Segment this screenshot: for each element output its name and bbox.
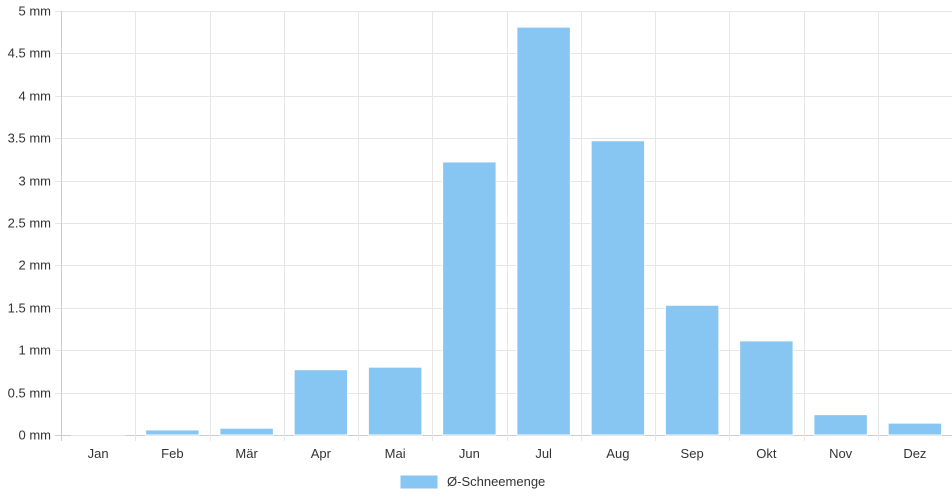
bar[interactable] (293, 369, 349, 436)
y-tick-label: 3.5 mm (8, 131, 51, 146)
y-tick-label: 1.5 mm (8, 301, 51, 316)
y-tick-label: 4 mm (19, 89, 52, 104)
bar[interactable] (739, 340, 794, 436)
x-tick-label: Sep (681, 446, 704, 461)
bar[interactable] (70, 433, 126, 436)
bar[interactable] (367, 366, 423, 436)
bar[interactable] (442, 161, 497, 436)
x-tick-label: Mär (235, 446, 258, 461)
y-tick-label: 3 mm (19, 174, 52, 189)
bar[interactable] (664, 304, 720, 436)
y-tick-label: 4.5 mm (8, 46, 51, 61)
grid-lines (55, 11, 952, 441)
bars (70, 26, 943, 436)
bar[interactable] (887, 422, 943, 436)
x-tick-label: Feb (161, 446, 183, 461)
y-tick-label: 1 mm (19, 343, 52, 358)
x-tick-label: Mai (385, 446, 406, 461)
legend[interactable]: Ø-Schneemenge (399, 474, 545, 490)
x-tick-label: Apr (311, 446, 332, 461)
x-tick-label: Jan (88, 446, 109, 461)
x-tick-label: Dez (903, 446, 926, 461)
x-tick-label: Nov (829, 446, 853, 461)
y-tick-label: 2 mm (19, 258, 52, 273)
y-tick-label: 0.5 mm (8, 386, 51, 401)
x-tick-label: Okt (756, 446, 777, 461)
bar[interactable] (145, 429, 200, 436)
x-tick-label: Jul (535, 446, 552, 461)
y-tick-label: 2.5 mm (8, 216, 51, 231)
bar[interactable] (219, 427, 274, 436)
y-tick-label: 0 mm (19, 428, 52, 443)
legend-swatch[interactable] (399, 474, 439, 490)
x-tick-label: Jun (459, 446, 480, 461)
legend-label[interactable]: Ø-Schneemenge (447, 474, 545, 489)
bar[interactable] (590, 140, 646, 436)
x-tick-label: Aug (606, 446, 629, 461)
bar[interactable] (813, 414, 868, 436)
y-tick-label: 5 mm (19, 4, 52, 19)
bar[interactable] (516, 26, 571, 436)
axes: 0 mm 0.5 mm 1 mm 1.5 mm 2 mm 2.5 mm 3 mm 3.5 mm… (8, 4, 927, 462)
